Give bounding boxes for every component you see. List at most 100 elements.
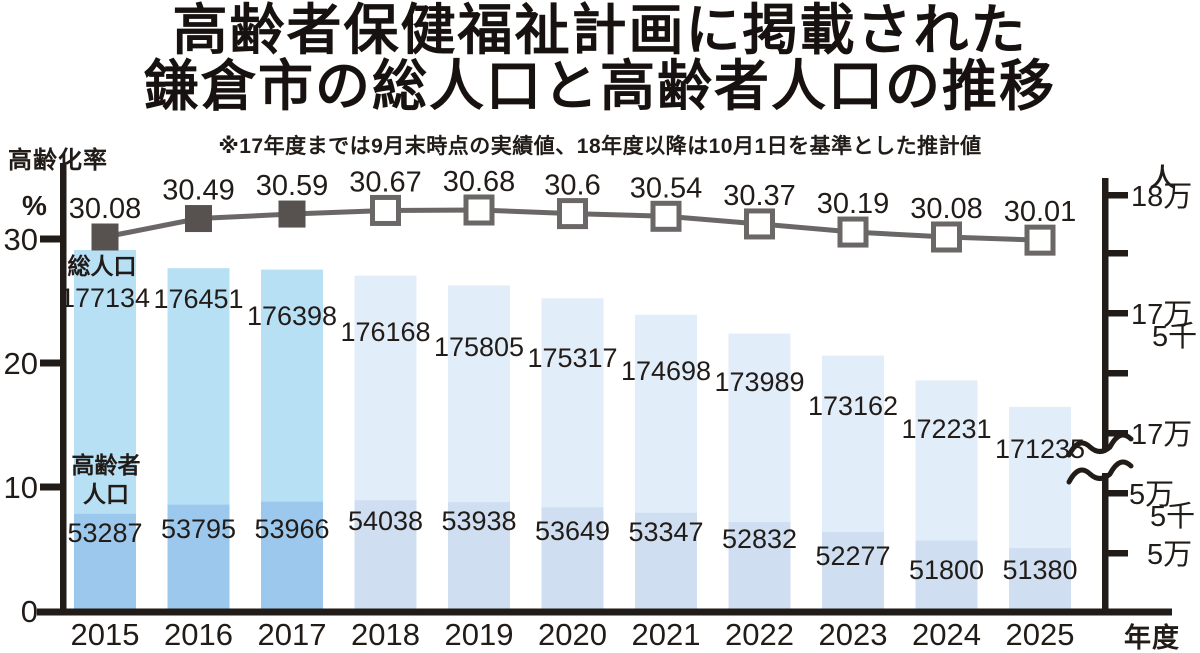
left-axis-unit-label: % [22,190,47,221]
rate-value-label: 30.67 [349,166,422,198]
rate-marker-actual [91,223,119,251]
rate-value-label: 30.08 [69,193,142,225]
elderly-series-label-line1: 高齢者 [72,452,141,478]
right-axis-line [1102,473,1109,612]
right-axis-tick-label: 5万 [1147,539,1192,571]
total-series-label: 総人口 [68,253,137,279]
elderly-population-bar [635,512,697,609]
elderly-value-label: 53938 [441,506,516,536]
rate-value-label: 30.59 [256,170,329,202]
total-value-label: 177134 [60,283,150,313]
right-axis-tick-label: 5万 [1129,479,1174,511]
elderly-series-label-line2: 人口 [83,481,129,507]
chart-title-line1: 高齢者保健福祉計画に掲載された [172,0,1028,61]
elderly-value-label: 53649 [535,516,610,546]
rate-marker-estimate [931,221,962,253]
elderly-value-label: 54038 [348,506,423,536]
year-label: 2016 [164,617,233,652]
left-axis-tick [40,359,64,367]
right-axis-tick [1105,310,1128,317]
year-label: 2019 [445,617,514,652]
elderly-population-bar [448,502,510,609]
left-axis-tick [40,235,64,243]
year-label: 2022 [725,617,794,652]
x-axis-unit-label: 年度 [1124,623,1180,653]
rate-marker-estimate [650,200,682,232]
total-value-label: 176451 [153,284,243,314]
elderly-population-bar [1009,548,1071,609]
year-label: 2020 [538,617,607,652]
elderly-population-bar [354,500,417,609]
rate-value-label: 30.08 [910,193,983,225]
rate-value-label: 30.49 [162,175,235,207]
total-value-label: 174698 [621,356,711,386]
right-axis-unit-label: 人 [1150,164,1176,192]
left-axis-title: 高齢化率 [8,147,108,174]
elderly-population-bar [915,540,978,609]
rate-value-label: 30.37 [723,180,796,212]
elderly-value-label: 53347 [628,517,703,547]
year-label: 2025 [1006,617,1075,652]
right-axis-tick-label: 5千 [1152,321,1197,353]
total-value-label: 171235 [995,434,1085,464]
left-axis-tick [40,483,64,491]
elderly-value-label: 53966 [254,514,329,544]
year-label: 2023 [819,617,888,652]
rate-value-label: 30.68 [443,166,516,198]
left-axis-tick-label: 10 [4,470,38,505]
year-label: 2018 [351,617,420,652]
left-axis-tick-label: 0 [21,594,38,629]
right-axis-tick [1105,430,1128,437]
rate-value-label: 30.19 [817,188,890,220]
elderly-value-label: 53795 [161,514,236,544]
elderly-value-label: 52832 [722,524,797,554]
rate-marker-estimate [1024,224,1056,256]
x-axis-line [37,608,1172,616]
elderly-population-bar [261,501,323,609]
rate-marker-actual [185,205,212,233]
right-axis-tick-label: 17万 [1131,299,1192,331]
elderly-value-label: 53287 [67,518,142,548]
rate-value-label: 30.01 [1004,196,1077,228]
right-axis-tick [1105,550,1128,557]
left-axis-tick-label: 30 [4,222,38,257]
right-axis-tick [1105,370,1128,377]
rate-marker-estimate [463,194,495,226]
total-value-label: 175317 [527,343,617,373]
rate-value-label: 30.6 [544,170,600,202]
year-label: 2021 [632,617,701,652]
elderly-population-bar [74,513,136,609]
left-axis-line [60,163,67,612]
elderly-population-bar [822,532,884,609]
right-axis-tick-label: 18万 [1131,181,1192,213]
year-label: 2017 [258,617,327,652]
axis-break-mark [1066,432,1134,458]
year-label: 2015 [71,617,140,652]
elderly-value-label: 51800 [909,555,984,585]
right-axis-tick [1105,192,1128,199]
total-value-label: 175805 [434,332,524,362]
rate-marker-estimate [370,194,401,226]
rate-value-label: 30.54 [630,172,703,204]
rate-marker-estimate [557,198,588,230]
right-axis-tick [1105,250,1128,257]
axis-break-mark [1066,459,1134,485]
total-value-label: 173162 [808,391,898,421]
elderly-population-bar [167,504,230,609]
total-value-label: 173989 [714,367,804,397]
rate-marker-estimate [837,216,869,248]
elderly-population-bar [728,522,791,609]
elderly-population-bar [541,507,604,609]
left-axis-tick-label: 20 [4,346,38,381]
right-axis-tick-label: 17万 [1131,419,1192,451]
right-axis-tick-label: 5千 [1150,501,1195,533]
rate-marker-estimate [744,208,775,240]
elderly-value-label: 51380 [1002,555,1077,585]
chart-title-line2: 鎌倉市の総人口と高齢者人口の推移 [143,55,1056,117]
elderly-value-label: 52277 [815,541,890,571]
right-axis-tick [1105,490,1128,497]
total-value-label: 176168 [340,317,430,347]
total-value-label: 172231 [901,414,991,444]
